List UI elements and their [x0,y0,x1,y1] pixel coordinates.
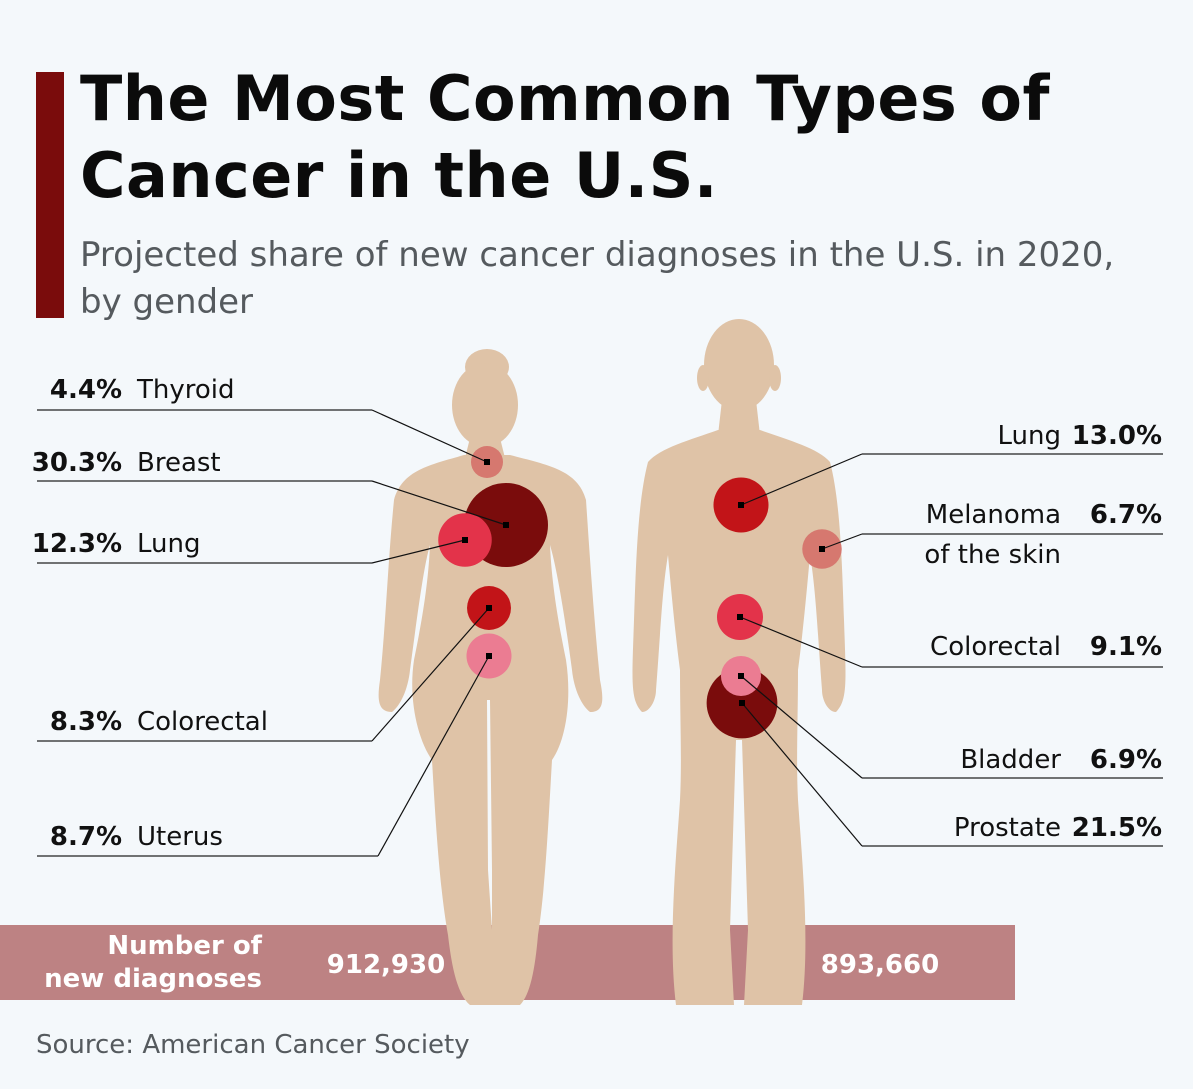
female-bubbles [371,409,548,857]
female-pct-label: 8.3% [50,707,122,737]
male-bubbles [706,453,863,847]
female-pct-label: 30.3% [32,448,122,478]
female-labels: 4.4% Thyroid 30.3% Breast 12.3% Lung 8.3% Color… [32,375,378,857]
female-cancer-label: Thyroid [136,375,235,405]
male-cancer-label: Lung [998,421,1062,451]
female-diagnoses-value: 912,930 [327,950,445,980]
female-leader-line [377,655,490,857]
female-anchor-dot [486,653,492,659]
male-pct-label: 9.1% [1090,632,1162,662]
female-anchor-dot [503,522,509,528]
male-cancer-label: Colorectal [930,632,1061,662]
female-cancer-label: Colorectal [137,707,268,737]
male-anchor-dot [739,700,745,706]
male-pct-label: 6.9% [1090,745,1162,775]
female-pct-label: 12.3% [32,529,122,559]
male-anchor-dot [737,614,743,620]
male-leader-line [739,616,863,668]
source-note: Source: American Cancer Society [36,1030,470,1060]
male-leader-line [740,453,863,506]
male-cancer-label-line2: of the skin [924,540,1061,570]
title-accent-bar [36,72,64,318]
female-anchor-dot [484,459,490,465]
male-anchor-dot [738,502,744,508]
female-cancer-label: Lung [137,529,201,559]
diagnoses-title-line: new diagnoses [44,964,262,994]
page-subtitle: Projected share of new cancer diagnoses … [80,235,1115,322]
female-leader-line [371,480,507,526]
male-anchor-dot [819,546,825,552]
female-anchor-dot [462,537,468,543]
female-leader-line [371,409,488,463]
male-pct-label: 21.5% [1072,813,1162,843]
female-pct-label: 4.4% [50,375,122,405]
male-leader-line [821,533,863,550]
female-anchor-dot [486,605,492,611]
female-leader-line [371,607,490,742]
male-pct-label: 13.0% [1072,421,1162,451]
diagnoses-title-line: Number of [107,931,262,961]
male-cancer-label: Bladder [960,745,1061,775]
female-pct-label: 8.7% [50,822,122,852]
male-anchor-dot [738,673,744,679]
male-pct-label: 6.7% [1090,500,1162,530]
male-leader-line [740,675,863,779]
male-leader-line [741,702,863,847]
male-diagnoses-value: 893,660 [821,950,939,980]
male-labels: 13.0% Lung 6.7% Melanoma of the skin 9.1% Colo… [862,421,1163,847]
page-title: The Most Common Types of Cancer in the U… [80,62,1050,212]
male-cancer-label: Melanoma [926,500,1061,530]
female-cancer-label: Breast [137,448,221,478]
male-cancer-label: Prostate [954,813,1061,843]
female-leader-line [371,539,466,564]
female-cancer-label: Uterus [137,822,223,852]
